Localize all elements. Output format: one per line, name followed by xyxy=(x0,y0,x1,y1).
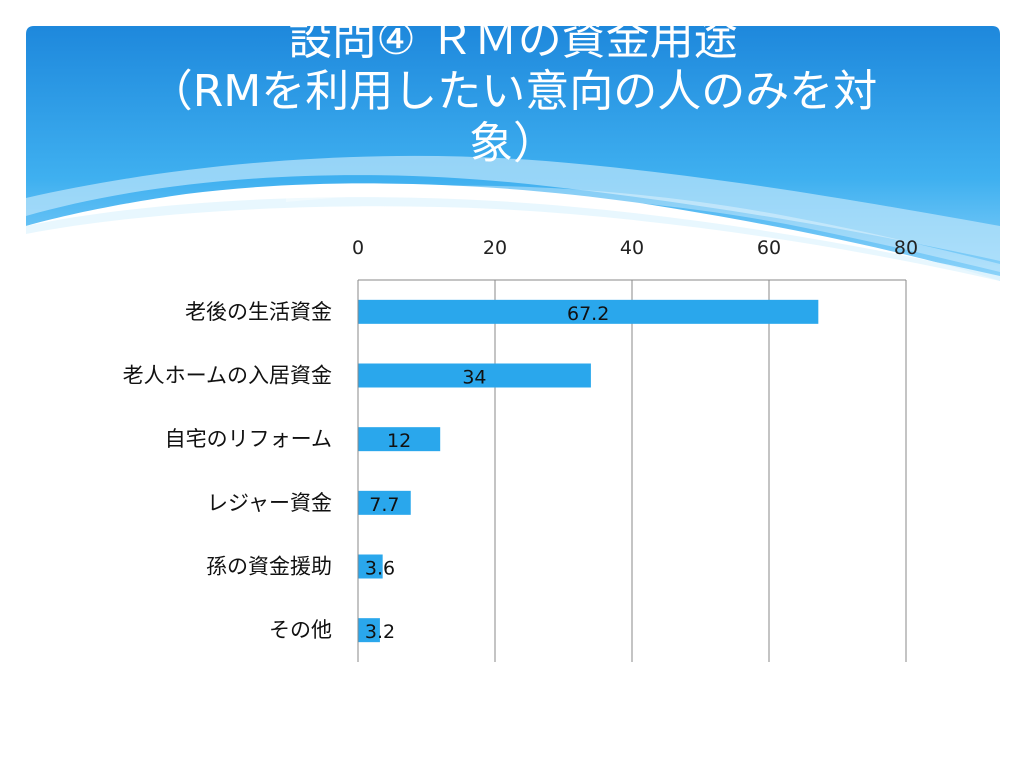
x-tick-label: 0 xyxy=(352,237,364,259)
data-label: 3.2 xyxy=(365,621,395,643)
category-label: 孫の資金援助 xyxy=(206,555,332,579)
title-line-3: 象） xyxy=(469,118,557,169)
bar xyxy=(358,363,591,388)
x-tick-label: 80 xyxy=(894,237,918,259)
bar xyxy=(358,427,441,452)
data-label: 12 xyxy=(387,430,411,452)
x-tick-label: 40 xyxy=(620,237,644,259)
data-label: 67.2 xyxy=(567,303,609,325)
data-label: 3.6 xyxy=(365,558,395,580)
category-label: 自宅のリフォーム xyxy=(165,427,332,451)
data-label: 7.7 xyxy=(369,494,399,516)
title-line-1: 設問④ ＲＭの資金用途 xyxy=(288,14,738,65)
x-tick-label: 60 xyxy=(757,237,781,259)
category-label: 老後の生活資金 xyxy=(185,300,332,324)
bar xyxy=(358,299,819,324)
slide-title: 設問④ ＲＭの資金用途 （RMを利用したい意向の人のみを対 象） xyxy=(26,14,1000,170)
wave-background xyxy=(26,26,1000,281)
bar xyxy=(358,490,411,515)
bar xyxy=(358,554,383,579)
category-label: 老人ホームの入居資金 xyxy=(123,364,332,388)
category-label: レジャー資金 xyxy=(207,491,332,515)
category-label: その他 xyxy=(269,618,332,642)
x-tick-label: 20 xyxy=(483,237,507,259)
bar xyxy=(358,618,380,643)
title-banner xyxy=(26,26,1000,286)
title-line-2: （RMを利用したい意向の人のみを対 xyxy=(148,66,878,117)
data-label: 34 xyxy=(462,367,486,389)
